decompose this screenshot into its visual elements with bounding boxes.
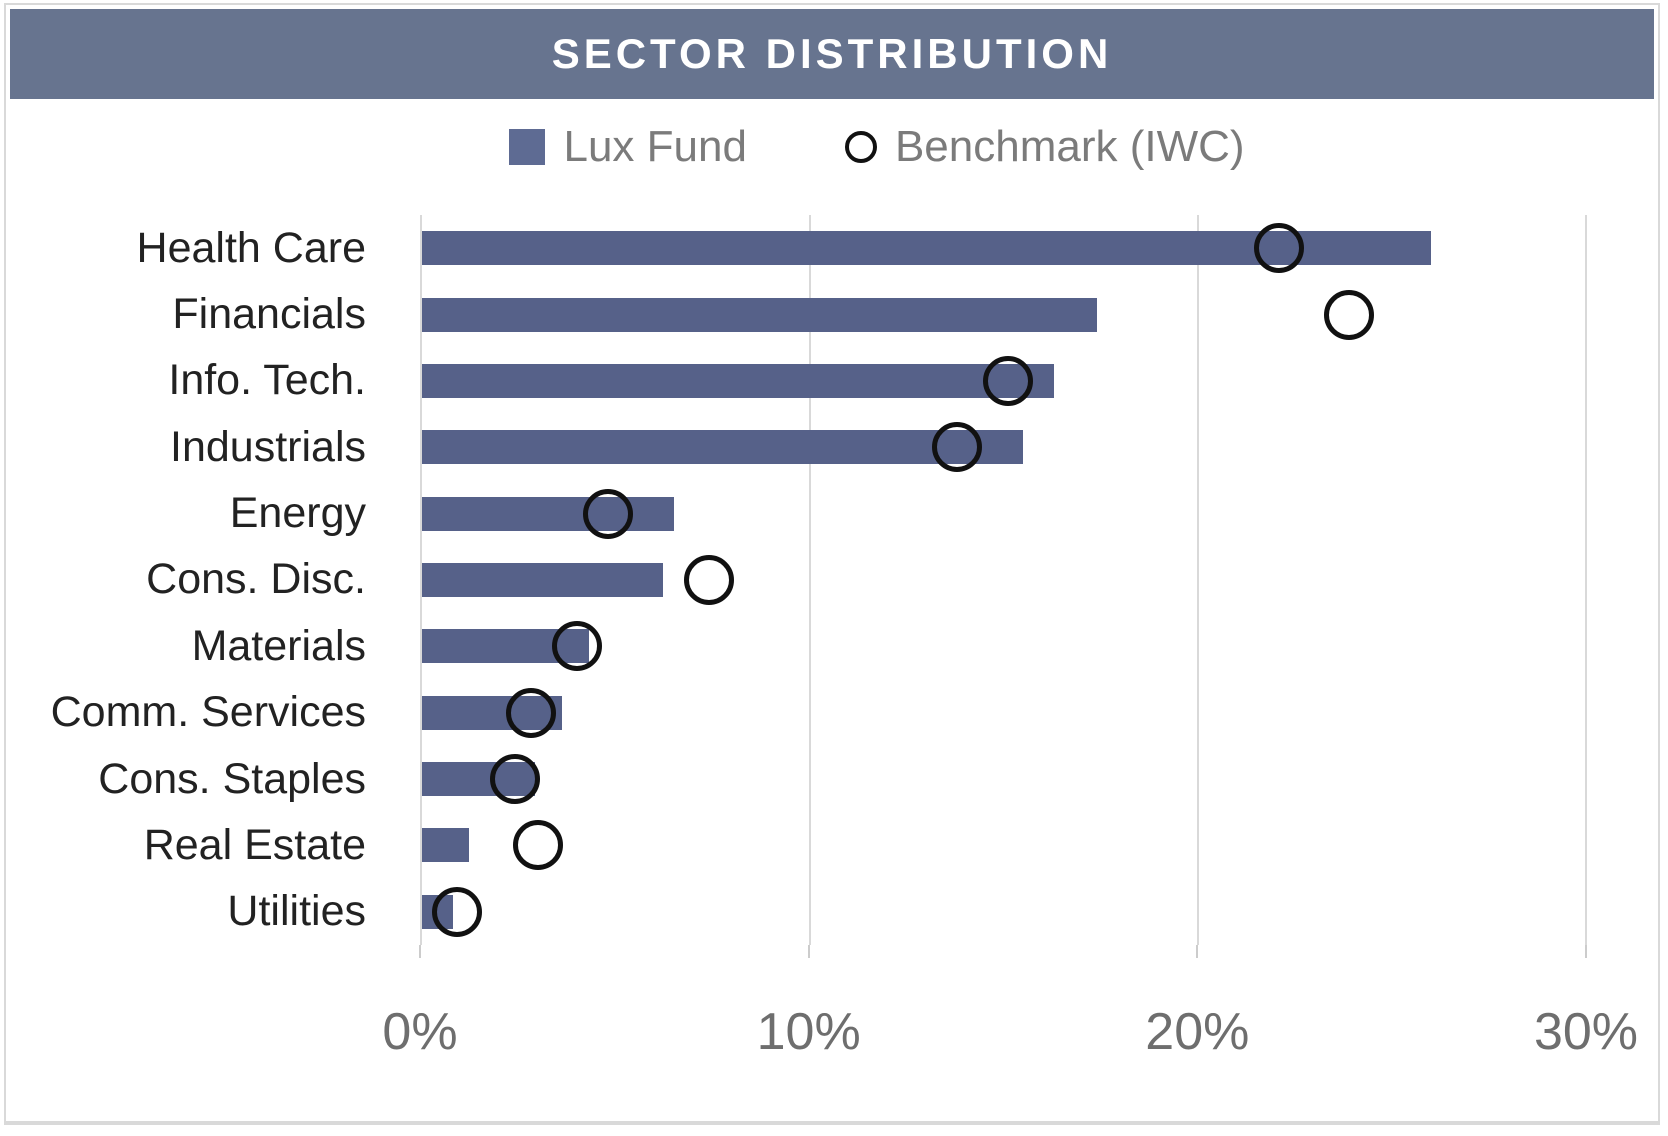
legend-label-benchmark: Benchmark (IWC)	[894, 122, 1245, 171]
legend-item-lux-fund: Lux Fund	[509, 122, 747, 172]
legend: Lux Fund Benchmark (IWC)	[51, 115, 1668, 179]
legend-label-lux-fund: Lux Fund	[563, 122, 747, 171]
legend-item-benchmark: Benchmark (IWC)	[844, 122, 1245, 172]
page-title: SECTOR DISTRIBUTION	[551, 30, 1113, 77]
benchmark-circle-icon	[844, 131, 877, 163]
header-band: SECTOR DISTRIBUTION	[10, 9, 1654, 99]
chart-card: SECTOR DISTRIBUTION Lux Fund Benchmark (…	[4, 3, 1660, 1125]
lux-fund-swatch-icon	[509, 129, 546, 165]
